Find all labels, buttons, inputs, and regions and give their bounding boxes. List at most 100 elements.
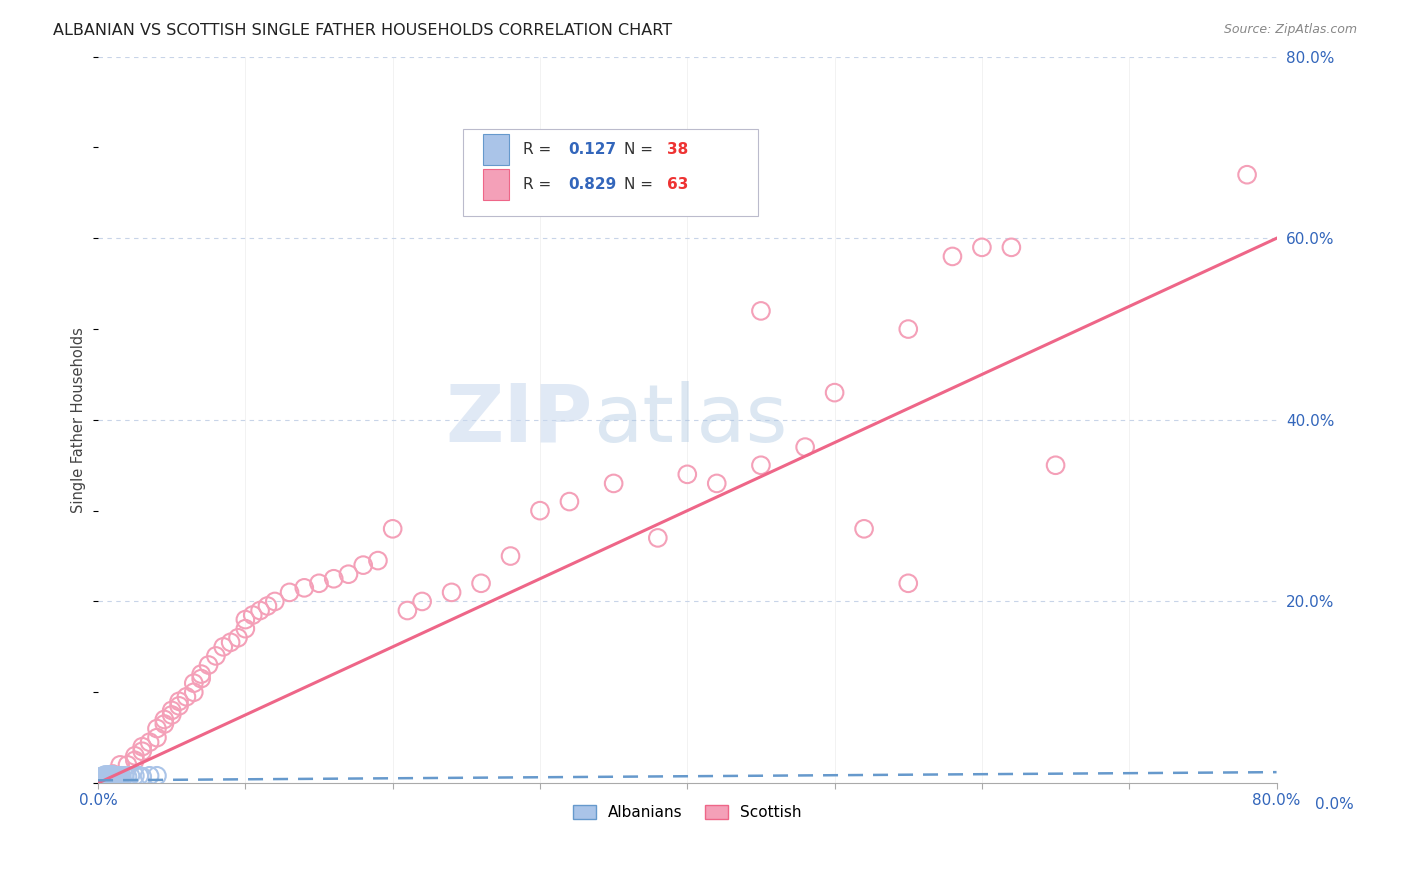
Point — [105, 769, 128, 783]
Point — [352, 558, 374, 573]
Point — [108, 757, 131, 772]
Point — [176, 690, 198, 704]
Point — [94, 770, 117, 784]
Point — [101, 771, 124, 785]
Point — [128, 769, 150, 783]
Point — [205, 648, 228, 663]
Point — [212, 640, 235, 654]
Point — [749, 304, 772, 318]
Text: N =: N = — [624, 142, 658, 157]
Point — [90, 773, 112, 788]
Point — [91, 773, 114, 788]
Point — [941, 249, 963, 263]
Point — [219, 635, 242, 649]
Point — [235, 613, 257, 627]
Legend: Albanians, Scottish: Albanians, Scottish — [567, 799, 808, 826]
Text: 63: 63 — [668, 177, 689, 192]
Point — [263, 594, 285, 608]
Point — [138, 735, 160, 749]
Point — [897, 322, 920, 336]
Point — [897, 576, 920, 591]
Point — [190, 672, 212, 686]
Point — [124, 769, 146, 783]
Point — [440, 585, 463, 599]
Point — [970, 240, 993, 254]
Point — [1236, 168, 1258, 182]
FancyBboxPatch shape — [464, 129, 758, 217]
Point — [110, 769, 132, 783]
Point — [235, 622, 257, 636]
Point — [93, 772, 115, 787]
Point — [558, 494, 581, 508]
Point — [138, 769, 160, 783]
Point — [794, 440, 817, 454]
Text: N =: N = — [624, 177, 658, 192]
Point — [94, 768, 117, 782]
Point — [104, 770, 127, 784]
FancyBboxPatch shape — [484, 135, 509, 165]
Point — [242, 608, 264, 623]
Point — [90, 772, 112, 786]
Point — [190, 667, 212, 681]
Point — [411, 594, 433, 608]
Point — [131, 739, 153, 754]
Point — [853, 522, 876, 536]
Point — [160, 708, 183, 723]
Text: Source: ZipAtlas.com: Source: ZipAtlas.com — [1223, 23, 1357, 37]
Point — [93, 769, 115, 783]
Point — [93, 771, 115, 785]
Point — [98, 769, 121, 783]
Text: atlas: atlas — [593, 381, 787, 458]
Point — [183, 685, 205, 699]
Point — [117, 757, 139, 772]
Text: R =: R = — [523, 142, 557, 157]
Point — [100, 768, 122, 782]
Point — [101, 767, 124, 781]
Point — [131, 770, 153, 784]
Text: ALBANIAN VS SCOTTISH SINGLE FATHER HOUSEHOLDS CORRELATION CHART: ALBANIAN VS SCOTTISH SINGLE FATHER HOUSE… — [53, 23, 672, 38]
Point — [91, 770, 114, 784]
Point — [124, 753, 146, 767]
Point — [120, 769, 142, 783]
Point — [96, 772, 118, 786]
Point — [117, 770, 139, 784]
Point — [98, 772, 121, 786]
Text: 38: 38 — [668, 142, 689, 157]
Point — [706, 476, 728, 491]
Point — [256, 599, 278, 613]
Point — [153, 717, 176, 731]
Point — [108, 770, 131, 784]
Point — [114, 769, 136, 783]
Text: 0.829: 0.829 — [568, 177, 616, 192]
Point — [153, 713, 176, 727]
Point — [396, 603, 419, 617]
Point — [1000, 240, 1022, 254]
Point — [278, 585, 301, 599]
Y-axis label: Single Father Households: Single Father Households — [72, 327, 86, 513]
Text: 0.127: 0.127 — [568, 142, 616, 157]
Point — [470, 576, 492, 591]
Point — [197, 658, 219, 673]
Point — [226, 631, 249, 645]
Point — [167, 698, 190, 713]
Point — [124, 748, 146, 763]
Point — [146, 769, 169, 783]
Point — [367, 553, 389, 567]
Point — [381, 522, 404, 536]
Point — [308, 576, 330, 591]
Text: 0.0%: 0.0% — [1315, 797, 1354, 812]
Point — [90, 770, 112, 784]
Point — [146, 722, 169, 736]
Point — [529, 503, 551, 517]
Point — [676, 467, 699, 482]
Point — [107, 769, 129, 783]
Point — [647, 531, 669, 545]
Point — [97, 772, 120, 786]
Point — [89, 773, 111, 788]
Point — [292, 581, 315, 595]
Point — [337, 567, 360, 582]
Point — [322, 572, 344, 586]
Point — [602, 476, 624, 491]
Point — [97, 768, 120, 782]
Point — [160, 703, 183, 717]
